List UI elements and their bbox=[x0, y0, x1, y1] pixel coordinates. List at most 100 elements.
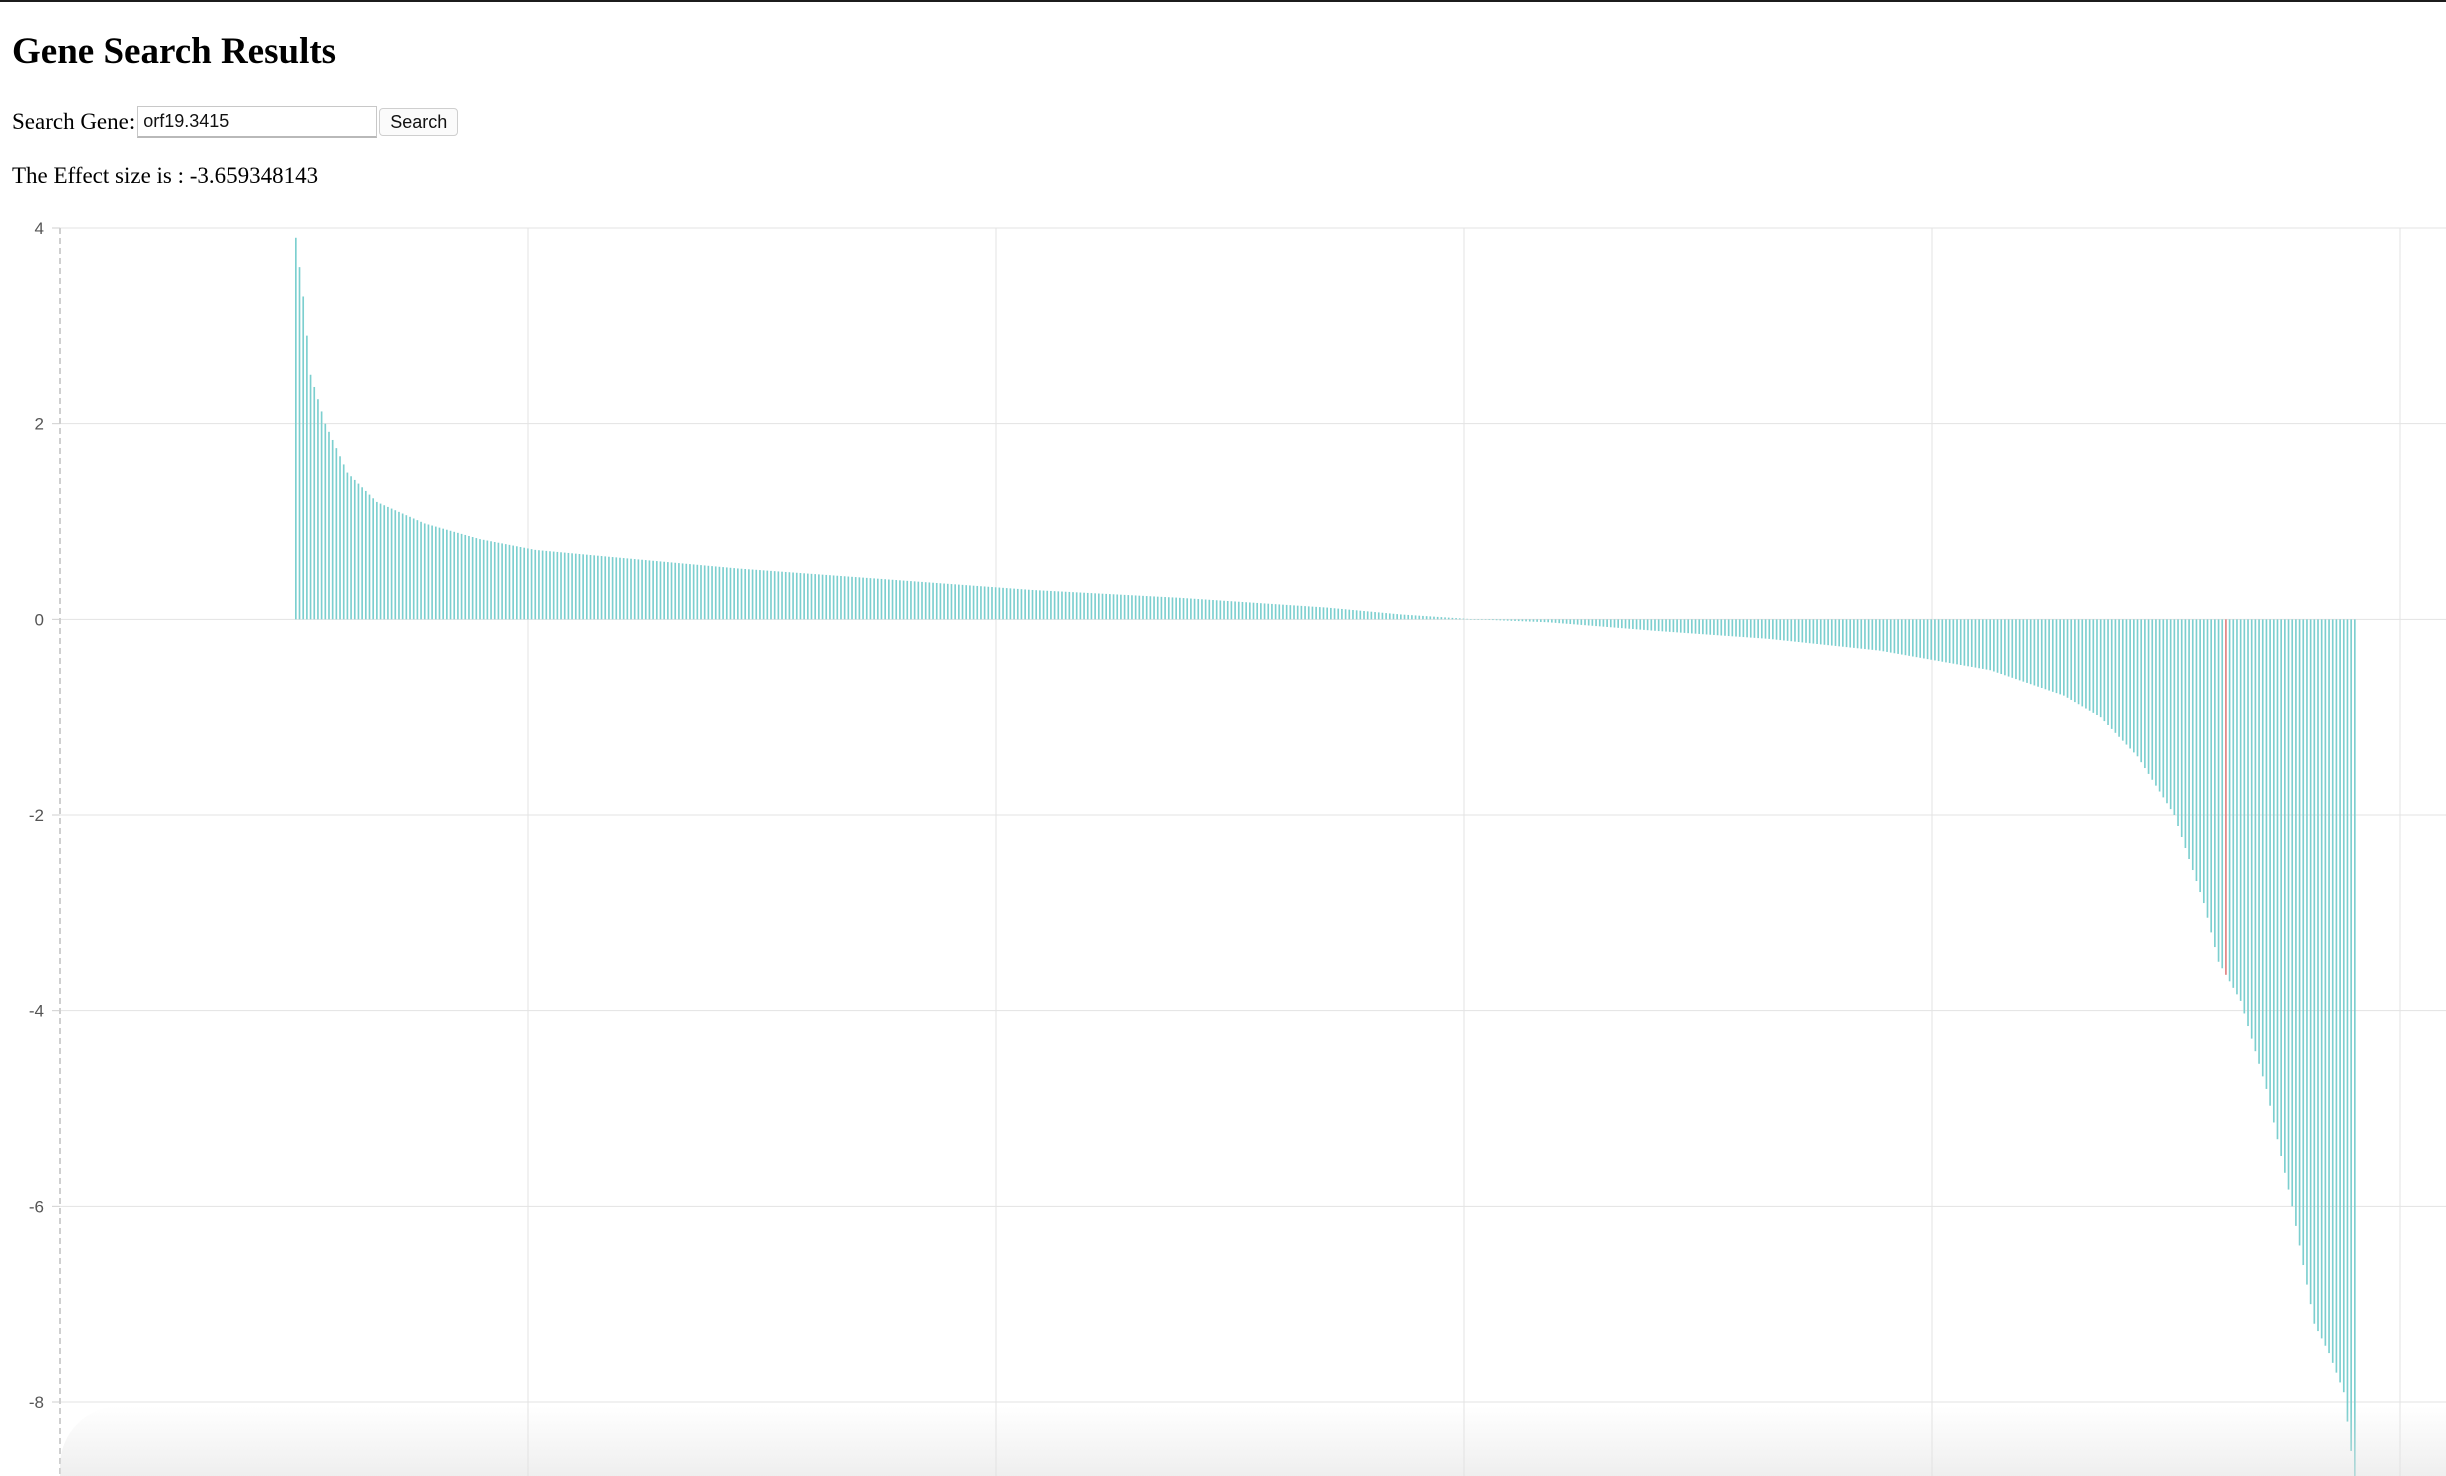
gene-bar[interactable] bbox=[1145, 596, 1148, 620]
gene-bar[interactable] bbox=[2184, 619, 2187, 849]
gene-bar[interactable] bbox=[538, 550, 540, 620]
gene-bar[interactable] bbox=[1797, 619, 1800, 643]
gene-bar[interactable] bbox=[1097, 593, 1100, 620]
gene-bar[interactable] bbox=[737, 568, 739, 620]
gene-bar[interactable] bbox=[324, 423, 327, 620]
gene-bar[interactable] bbox=[342, 464, 345, 620]
gene-bar[interactable] bbox=[1002, 587, 1004, 620]
gene-bar[interactable] bbox=[729, 567, 732, 620]
gene-bar[interactable] bbox=[2265, 619, 2268, 1089]
gene-bar[interactable] bbox=[1628, 619, 1631, 629]
gene-bar[interactable] bbox=[427, 524, 430, 620]
gene-bar[interactable] bbox=[2070, 619, 2073, 700]
gene-bar[interactable] bbox=[1584, 619, 1586, 626]
gene-bar[interactable] bbox=[1882, 619, 1885, 652]
gene-bar[interactable] bbox=[2059, 619, 2061, 695]
gene-bar[interactable] bbox=[1182, 598, 1185, 620]
gene-bar[interactable] bbox=[1234, 601, 1236, 620]
gene-bar[interactable] bbox=[1900, 619, 1903, 655]
gene-bar[interactable] bbox=[412, 518, 415, 620]
gene-bar[interactable] bbox=[2287, 619, 2290, 1190]
gene-bar[interactable] bbox=[1875, 619, 1877, 651]
gene-bar[interactable] bbox=[1609, 619, 1612, 628]
gene-bar[interactable] bbox=[1311, 606, 1314, 620]
gene-bar[interactable] bbox=[851, 576, 853, 620]
gene-bar[interactable] bbox=[1617, 619, 1619, 628]
gene-bar[interactable] bbox=[1223, 600, 1225, 620]
gene-bar[interactable] bbox=[991, 587, 993, 620]
gene-bar[interactable] bbox=[1930, 619, 1933, 660]
gene-bar[interactable] bbox=[1926, 619, 1929, 660]
gene-bar[interactable] bbox=[740, 568, 743, 620]
gene-bar[interactable] bbox=[2247, 619, 2249, 1027]
gene-bar[interactable] bbox=[530, 549, 533, 620]
gene-bar[interactable] bbox=[1179, 597, 1181, 620]
gene-bar[interactable] bbox=[2166, 619, 2168, 804]
gene-bar[interactable] bbox=[1064, 591, 1067, 620]
gene-bar[interactable] bbox=[1388, 613, 1391, 620]
gene-bar[interactable] bbox=[1860, 619, 1863, 649]
gene-bar[interactable] bbox=[818, 574, 820, 620]
gene-bar[interactable] bbox=[1838, 619, 1840, 647]
gene-bar[interactable] bbox=[1164, 597, 1166, 620]
gene-bar[interactable] bbox=[825, 574, 828, 620]
gene-bar[interactable] bbox=[700, 565, 702, 620]
gene-bar[interactable] bbox=[1783, 619, 1785, 641]
gene-bar[interactable] bbox=[1558, 619, 1561, 624]
gene-bar[interactable] bbox=[527, 548, 529, 620]
gene-bar[interactable] bbox=[725, 567, 728, 620]
gene-bar[interactable] bbox=[475, 538, 478, 620]
gene-bar[interactable] bbox=[2133, 619, 2135, 753]
gene-bar[interactable] bbox=[1167, 597, 1170, 620]
gene-bar[interactable] bbox=[423, 523, 426, 620]
gene-bar[interactable] bbox=[1433, 616, 1435, 620]
gene-bar[interactable] bbox=[1377, 612, 1380, 620]
gene-bar[interactable] bbox=[1260, 603, 1262, 620]
gene-bar[interactable] bbox=[1068, 591, 1071, 620]
gene-bar[interactable] bbox=[1915, 619, 1918, 658]
gene-bar[interactable] bbox=[1908, 619, 1910, 656]
gene-bar[interactable] bbox=[582, 554, 584, 620]
gene-bar[interactable] bbox=[1886, 619, 1888, 652]
gene-bar[interactable] bbox=[615, 557, 618, 620]
gene-bar[interactable] bbox=[1889, 619, 1892, 653]
gene-bar[interactable] bbox=[2236, 619, 2238, 995]
gene-bar[interactable] bbox=[1967, 619, 1969, 667]
gene-bar[interactable] bbox=[744, 569, 747, 620]
gene-bar[interactable] bbox=[339, 456, 341, 620]
gene-bar[interactable] bbox=[1941, 619, 1944, 662]
gene-bar[interactable] bbox=[876, 578, 879, 620]
gene-bar[interactable] bbox=[438, 527, 441, 620]
gene-bar[interactable] bbox=[486, 540, 489, 620]
gene-bar[interactable] bbox=[2206, 619, 2209, 918]
gene-bar[interactable] bbox=[1153, 596, 1155, 620]
gene-bar[interactable] bbox=[630, 558, 632, 620]
gene-bar[interactable] bbox=[608, 556, 610, 620]
gene-bar[interactable] bbox=[552, 551, 555, 620]
gene-bar[interactable] bbox=[2335, 619, 2338, 1373]
gene-bar[interactable] bbox=[946, 583, 949, 620]
gene-bar[interactable] bbox=[954, 584, 956, 620]
gene-bar[interactable] bbox=[1282, 604, 1284, 620]
gene-bar[interactable] bbox=[2136, 619, 2139, 757]
gene-search-input[interactable] bbox=[137, 106, 378, 138]
gene-bar[interactable] bbox=[935, 582, 938, 620]
gene-bar[interactable] bbox=[792, 572, 794, 620]
gene-bar[interactable] bbox=[390, 508, 393, 620]
gene-bar[interactable] bbox=[969, 585, 971, 620]
gene-bar[interactable] bbox=[2044, 619, 2047, 690]
gene-bar[interactable] bbox=[1039, 590, 1041, 620]
gene-bar[interactable] bbox=[2191, 619, 2194, 871]
gene-bar[interactable] bbox=[317, 399, 319, 620]
gene-bar[interactable] bbox=[1414, 615, 1417, 620]
gene-bar[interactable] bbox=[2151, 619, 2154, 780]
gene-bar[interactable] bbox=[1661, 619, 1664, 632]
gene-bar[interactable] bbox=[1072, 592, 1074, 620]
gene-bar[interactable] bbox=[1403, 614, 1406, 620]
gene-bar[interactable] bbox=[2162, 619, 2165, 798]
gene-bar[interactable] bbox=[924, 582, 927, 620]
gene-bar[interactable] bbox=[1127, 595, 1130, 620]
gene-bar[interactable] bbox=[549, 551, 551, 620]
gene-bar[interactable] bbox=[1698, 619, 1701, 634]
gene-bar[interactable] bbox=[516, 546, 518, 620]
